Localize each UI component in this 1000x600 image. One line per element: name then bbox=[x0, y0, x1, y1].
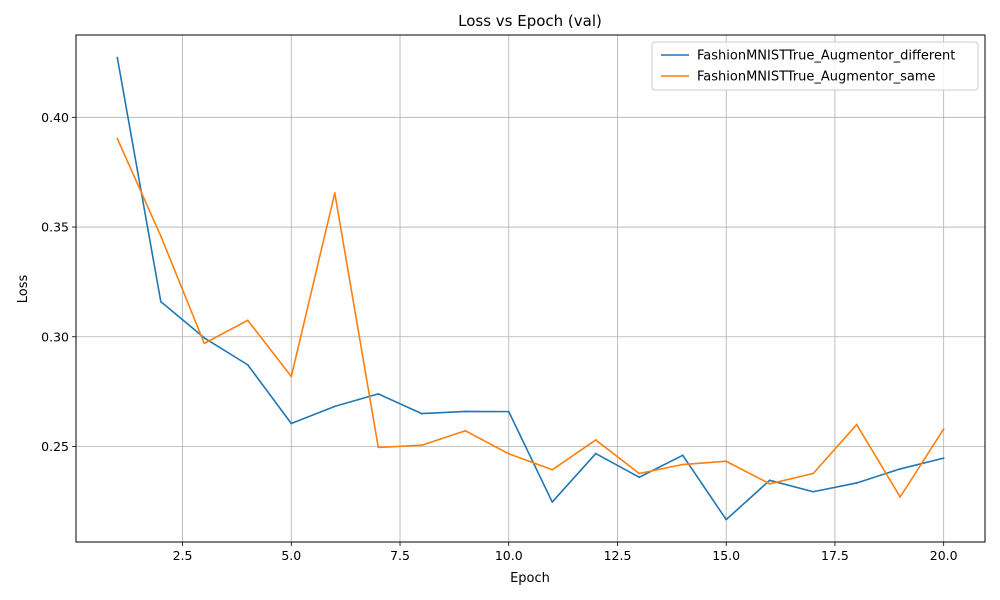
data-point bbox=[551, 501, 554, 503]
data-point bbox=[812, 490, 815, 493]
data-point bbox=[246, 319, 249, 322]
y-axis-title: Loss bbox=[16, 275, 31, 304]
x-tick-label: 12.5 bbox=[604, 548, 632, 563]
data-point bbox=[899, 468, 902, 470]
data-point bbox=[551, 468, 554, 471]
y-tick-label: 0.35 bbox=[41, 220, 69, 235]
data-point bbox=[942, 428, 945, 430]
data-point bbox=[638, 476, 641, 479]
legend-label: FashionMNISTTrue_Augmentor_same bbox=[697, 70, 936, 85]
data-point bbox=[159, 300, 162, 303]
data-point bbox=[116, 56, 119, 59]
data-point bbox=[768, 482, 771, 485]
data-point bbox=[812, 472, 815, 475]
x-tick-label: 20.0 bbox=[930, 548, 958, 563]
grid bbox=[76, 35, 985, 542]
series-line-0 bbox=[116, 57, 944, 521]
x-axis-title: Epoch bbox=[510, 571, 550, 586]
data-point bbox=[725, 518, 728, 521]
data-point bbox=[507, 410, 510, 413]
data-point bbox=[377, 446, 380, 449]
data-point bbox=[464, 429, 467, 432]
data-point bbox=[159, 235, 162, 237]
y-axis: 0.25 0.30 0.35 0.40 bbox=[41, 110, 76, 454]
legend-label: FashionMNISTTrue_Augmentor_different bbox=[697, 49, 955, 64]
data-point bbox=[203, 336, 206, 339]
data-point bbox=[464, 410, 467, 413]
data-point bbox=[942, 457, 945, 460]
data-point bbox=[290, 375, 293, 378]
data-point bbox=[681, 463, 684, 466]
plot-area-frame bbox=[75, 34, 986, 543]
chart-title: Loss vs Epoch (val) bbox=[458, 12, 602, 30]
legend: FashionMNISTTrue_Augmentor_different Fash… bbox=[651, 41, 979, 91]
data-point bbox=[377, 392, 380, 395]
data-point bbox=[507, 452, 510, 455]
data-point bbox=[333, 192, 336, 194]
x-tick-label: 17.5 bbox=[821, 548, 849, 563]
data-point bbox=[420, 412, 423, 415]
legend-box bbox=[651, 41, 979, 91]
data-point bbox=[855, 423, 858, 426]
data-point bbox=[203, 342, 206, 345]
data-point bbox=[246, 363, 249, 366]
x-tick-label: 7.5 bbox=[390, 548, 410, 563]
data-point bbox=[290, 422, 293, 425]
data-point bbox=[725, 460, 728, 463]
x-axis: 2.5 5.0 7.5 10.0 12.5 15.0 17.5 20.0 bbox=[173, 542, 958, 563]
data-point bbox=[420, 444, 423, 447]
series-line-1 bbox=[116, 138, 945, 498]
data-point bbox=[681, 454, 684, 457]
x-tick-label: 10.0 bbox=[495, 548, 523, 563]
data-point bbox=[594, 439, 597, 441]
data-point bbox=[638, 472, 641, 475]
y-tick-label: 0.25 bbox=[41, 439, 69, 454]
y-tick-label: 0.30 bbox=[41, 329, 69, 344]
x-tick-label: 2.5 bbox=[173, 548, 193, 563]
x-tick-label: 15.0 bbox=[712, 548, 740, 563]
data-point bbox=[594, 452, 597, 455]
data-point bbox=[855, 482, 858, 484]
data-point bbox=[768, 479, 771, 482]
x-tick-label: 5.0 bbox=[281, 548, 301, 563]
series-lines bbox=[116, 56, 945, 521]
data-point bbox=[116, 137, 119, 140]
data-point bbox=[899, 496, 902, 498]
y-tick-label: 0.40 bbox=[41, 110, 69, 125]
data-point bbox=[333, 405, 336, 408]
